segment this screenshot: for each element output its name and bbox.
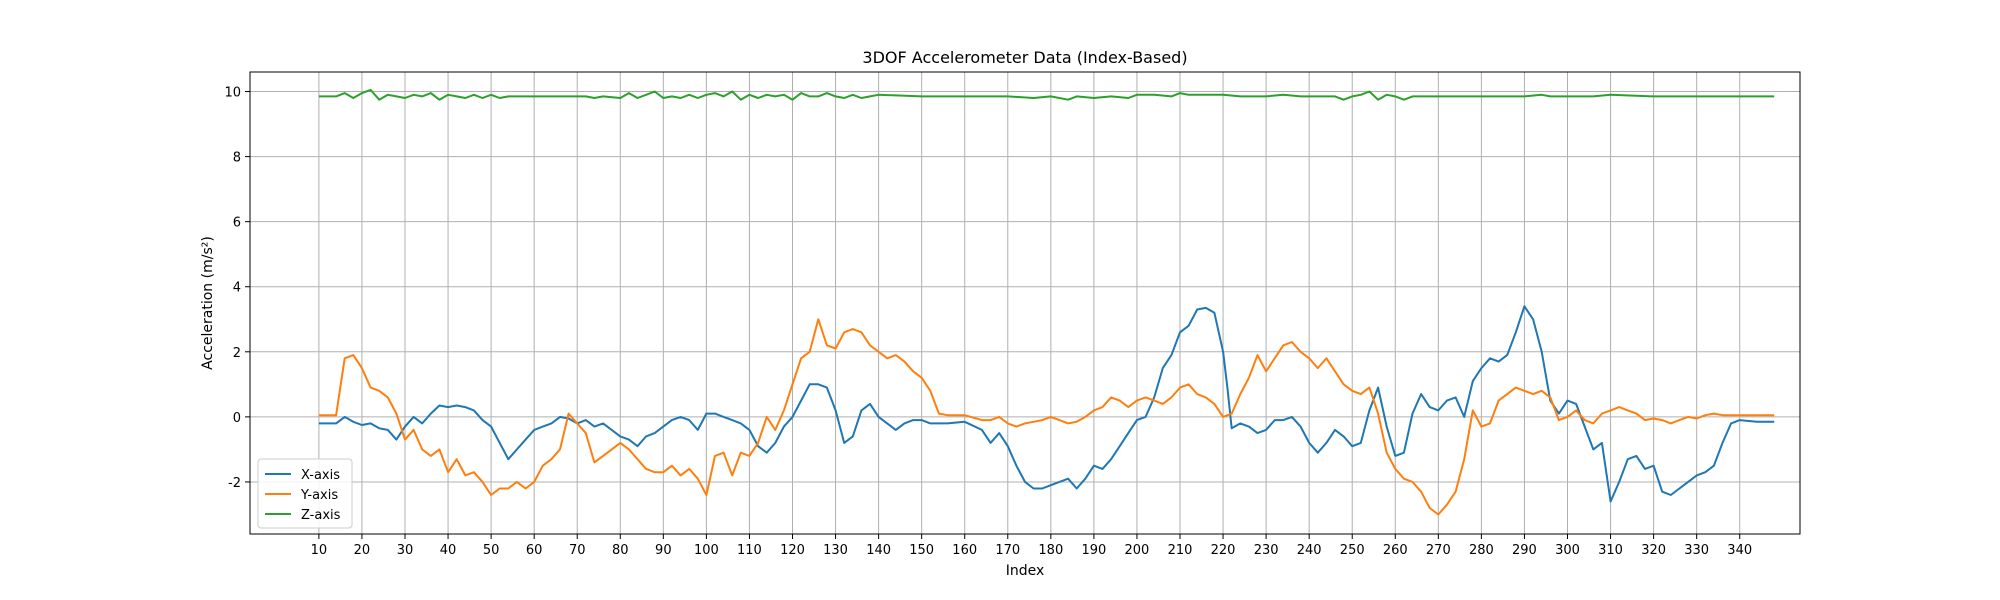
x-tick-label: 100 [694, 543, 719, 558]
series-line-z-axis [318, 88, 1775, 101]
y-tick-label: 8 [233, 151, 241, 166]
x-tick-label: 270 [1426, 543, 1451, 558]
x-tick-label: 160 [952, 543, 977, 558]
x-axis-label: Index [1006, 563, 1045, 579]
x-tick-label: 70 [569, 543, 586, 558]
x-tick-label: 10 [311, 543, 328, 558]
x-tick-label: 210 [1168, 543, 1193, 558]
y-tick-label: -2 [228, 476, 241, 491]
x-tick-label: 90 [655, 543, 672, 558]
x-tick-label: 190 [1081, 543, 1106, 558]
y-axis-label: Acceleration (m/s²) [200, 236, 216, 370]
x-tick-label: 110 [737, 543, 762, 558]
x-tick-label: 220 [1211, 543, 1236, 558]
x-tick-label: 320 [1641, 543, 1666, 558]
y-tick-label: 10 [224, 86, 241, 101]
legend-label-x: X-axis [301, 468, 340, 483]
x-tick-label: 250 [1340, 543, 1365, 558]
x-tick-label: 50 [483, 543, 500, 558]
plot-frame [249, 71, 1801, 535]
legend: X-axis Y-axis Z-axis [257, 458, 353, 529]
axis-ticks: 10 20 30 40 50 60 70 80 90 100 110 120 130 140 150 160 1… [224, 86, 1752, 558]
x-tick-label: 280 [1469, 543, 1494, 558]
x-tick-label: 340 [1727, 543, 1752, 558]
x-tick-label: 260 [1383, 543, 1408, 558]
legend-label-z: Z-axis [301, 508, 341, 523]
x-tick-label: 170 [995, 543, 1020, 558]
legend-label-y: Y-axis [300, 488, 338, 503]
series-line-y-axis [318, 318, 1775, 516]
x-tick-label: 150 [909, 543, 934, 558]
x-tick-label: 330 [1684, 543, 1709, 558]
x-tick-label: 80 [612, 543, 629, 558]
grid [250, 72, 1800, 534]
x-tick-label: 180 [1038, 543, 1063, 558]
y-tick-label: 6 [233, 216, 241, 231]
x-tick-label: 60 [526, 543, 543, 558]
series-lines [318, 88, 1775, 516]
y-tick-label: 4 [233, 281, 241, 296]
y-tick-label: 0 [233, 411, 241, 426]
x-tick-label: 300 [1555, 543, 1580, 558]
chart-title: 3DOF Accelerometer Data (Index-Based) [862, 48, 1187, 67]
x-tick-label: 130 [823, 543, 848, 558]
legend-box [257, 458, 353, 529]
x-tick-label: 200 [1125, 543, 1150, 558]
x-tick-label: 30 [397, 543, 414, 558]
x-tick-label: 120 [780, 543, 805, 558]
y-tick-label: 2 [233, 346, 241, 361]
x-tick-label: 290 [1512, 543, 1537, 558]
x-tick-label: 140 [866, 543, 891, 558]
x-tick-label: 310 [1598, 543, 1623, 558]
x-tick-label: 230 [1254, 543, 1279, 558]
x-tick-label: 20 [354, 543, 371, 558]
x-tick-label: 240 [1297, 543, 1322, 558]
series-line-x-axis [318, 305, 1775, 503]
x-tick-label: 40 [440, 543, 457, 558]
